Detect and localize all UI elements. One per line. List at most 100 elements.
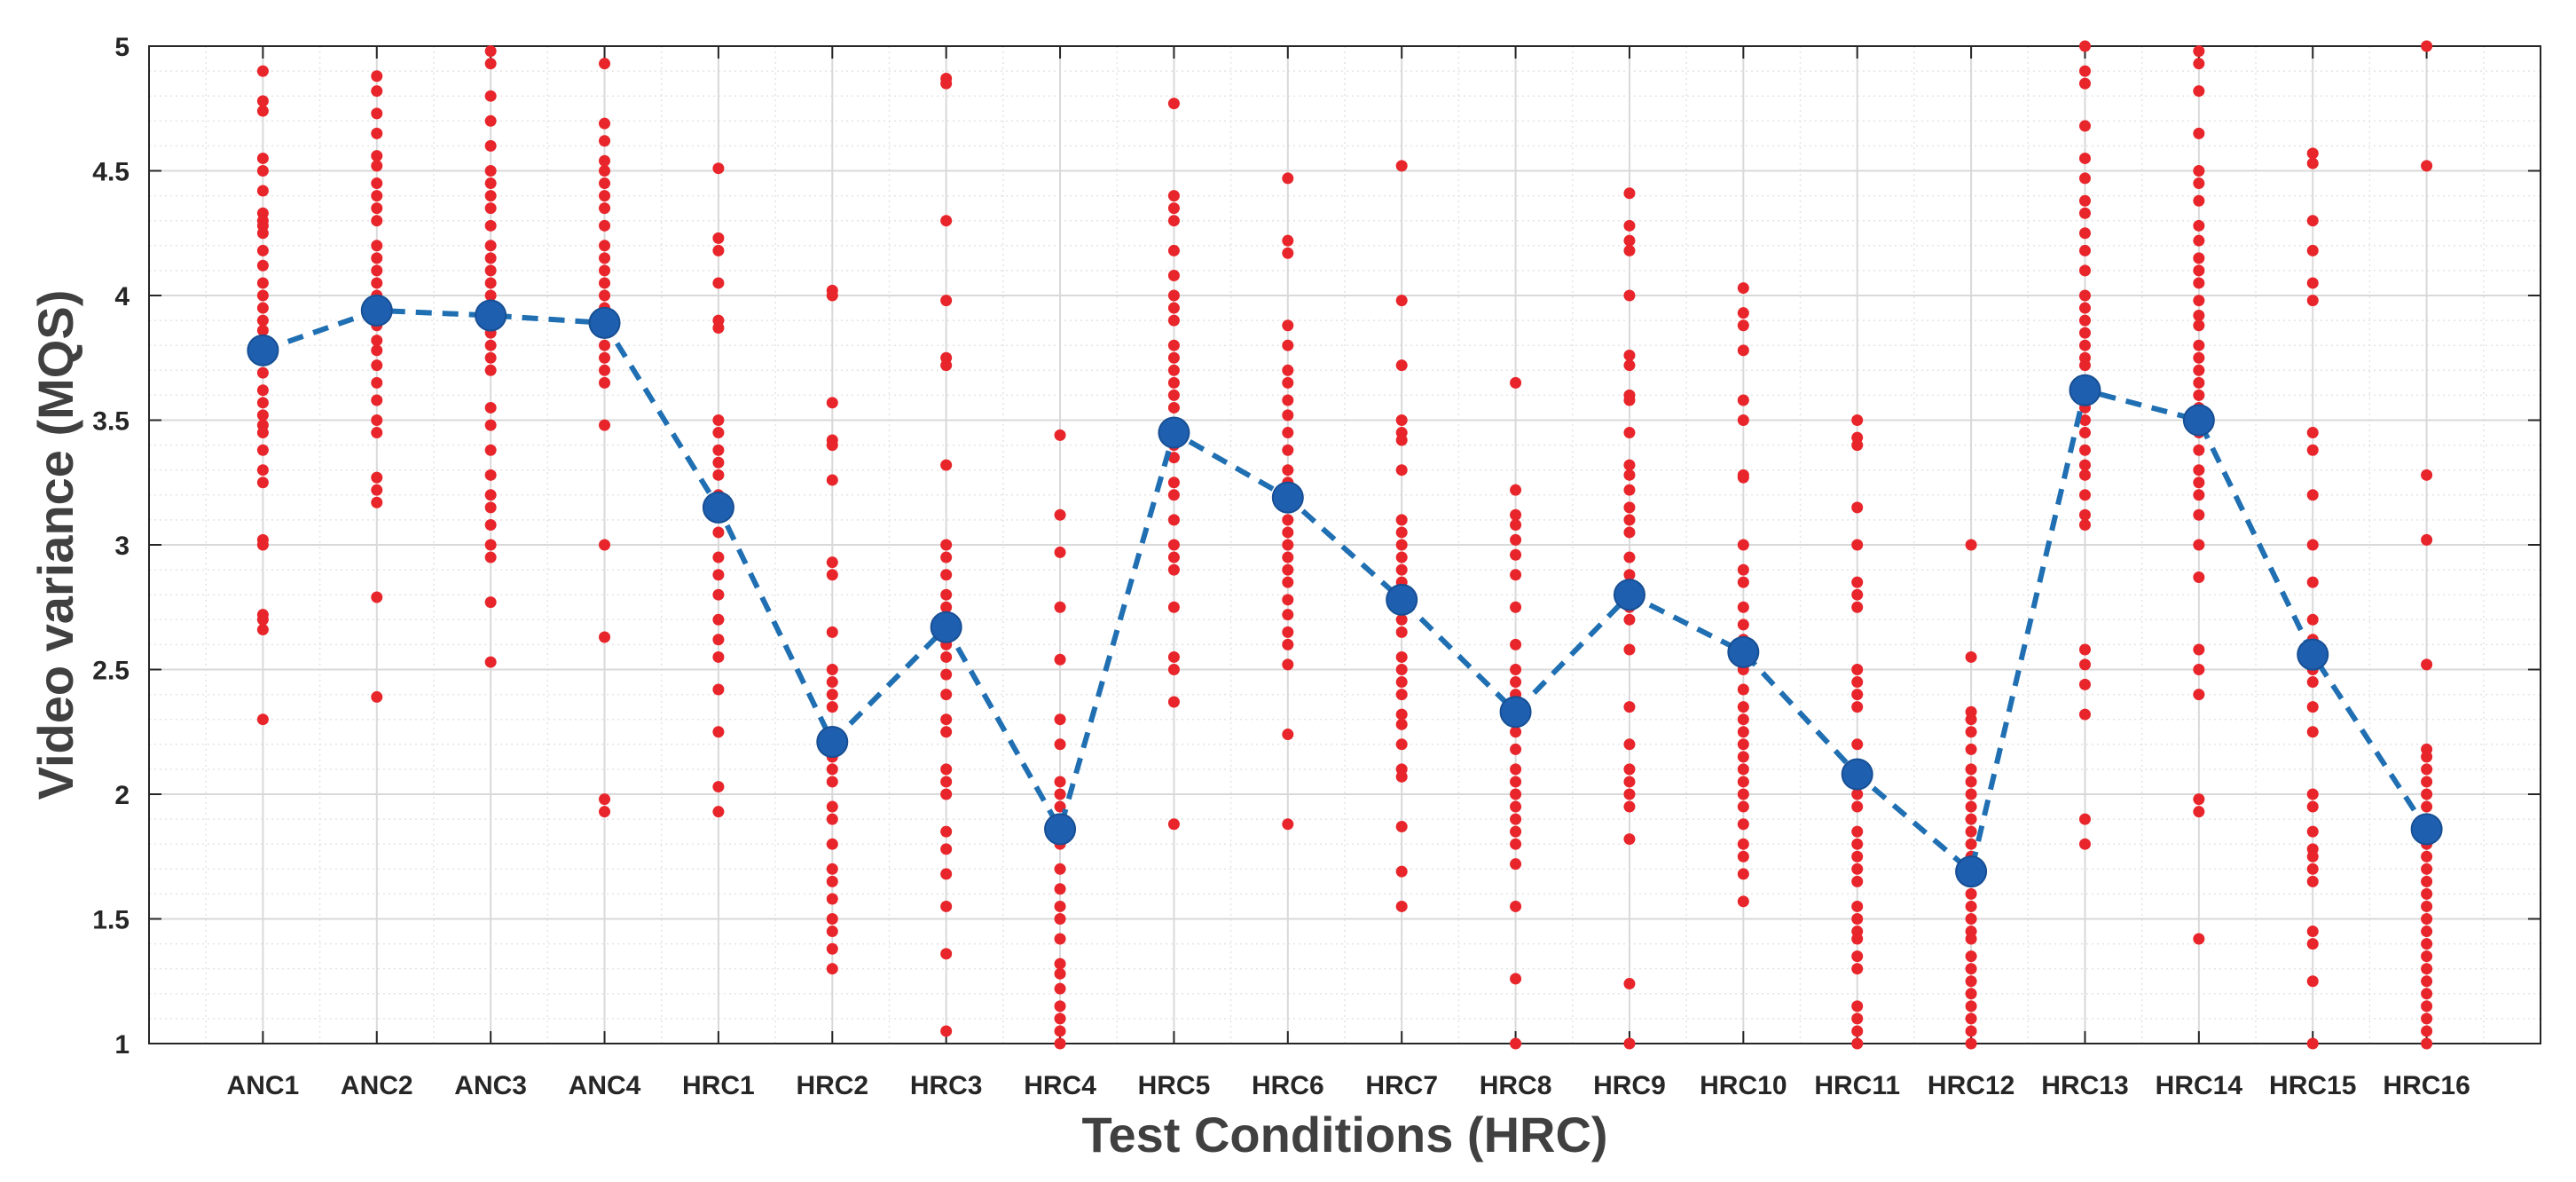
score-point xyxy=(371,150,383,162)
score-point xyxy=(1282,427,1294,439)
individual-scores xyxy=(256,40,2433,1050)
score-point xyxy=(1623,359,1636,372)
score-point xyxy=(712,444,725,456)
score-point xyxy=(484,139,497,152)
score-point xyxy=(371,264,383,277)
score-point xyxy=(1282,247,1294,259)
score-point xyxy=(1737,319,1749,332)
score-point xyxy=(2193,376,2205,389)
score-point xyxy=(2193,319,2205,332)
score-point xyxy=(1737,838,1749,850)
score-point xyxy=(1395,689,1408,701)
score-point xyxy=(2306,444,2319,456)
score-point xyxy=(2306,788,2319,800)
score-point xyxy=(1282,658,1294,671)
score-point xyxy=(256,324,269,336)
score-point xyxy=(1623,643,1636,656)
score-point xyxy=(2193,177,2205,190)
score-point xyxy=(599,539,611,551)
score-point xyxy=(1395,664,1408,675)
score-point xyxy=(2421,160,2433,172)
score-point xyxy=(2306,157,2319,169)
score-point xyxy=(940,868,953,880)
score-point xyxy=(2421,40,2433,52)
score-point xyxy=(826,963,838,975)
score-point xyxy=(256,259,269,272)
score-point xyxy=(1737,539,1749,551)
score-point xyxy=(1737,868,1749,880)
score-point xyxy=(1510,973,1522,985)
score-point xyxy=(256,227,269,240)
score-point xyxy=(940,689,953,701)
mean-marker xyxy=(702,491,734,524)
mean-marker xyxy=(475,299,507,332)
score-point xyxy=(2193,933,2205,945)
score-point xyxy=(2306,850,2319,863)
score-point xyxy=(599,264,611,277)
score-point xyxy=(1851,913,1864,925)
y-tick-label: 2.5 xyxy=(92,657,130,686)
score-point xyxy=(1623,187,1636,200)
score-point xyxy=(2078,427,2091,439)
score-point xyxy=(1167,215,1180,227)
score-point xyxy=(940,588,953,601)
score-point xyxy=(1510,825,1522,838)
score-point xyxy=(484,469,497,481)
score-point xyxy=(1623,800,1636,813)
score-point xyxy=(1851,863,1864,875)
score-point xyxy=(1510,763,1522,776)
score-point xyxy=(2193,339,2205,351)
score-point xyxy=(256,314,269,327)
score-point xyxy=(1395,563,1408,576)
score-point xyxy=(940,825,953,838)
score-point xyxy=(256,539,269,551)
score-point xyxy=(1737,895,1749,908)
score-point xyxy=(484,364,497,376)
score-point xyxy=(2078,227,2091,240)
score-point xyxy=(2421,975,2433,988)
x-tick-label: HRC4 xyxy=(1024,1071,1096,1100)
score-point xyxy=(484,277,497,289)
score-point xyxy=(2078,77,2091,90)
score-point xyxy=(2306,215,2319,227)
score-point xyxy=(2078,414,2091,426)
score-point xyxy=(940,726,953,738)
score-point xyxy=(1510,508,1522,521)
score-point xyxy=(940,900,953,912)
score-point xyxy=(826,474,838,486)
score-point xyxy=(1167,539,1180,551)
score-point xyxy=(1054,900,1066,912)
score-point xyxy=(1167,401,1180,414)
score-point xyxy=(826,800,838,813)
score-point xyxy=(1623,484,1636,496)
score-point xyxy=(371,202,383,215)
score-point xyxy=(940,788,953,800)
score-point xyxy=(940,763,953,776)
score-point xyxy=(940,948,953,960)
score-point xyxy=(712,650,725,663)
score-point xyxy=(484,539,497,551)
score-point xyxy=(1623,469,1636,481)
score-point xyxy=(940,843,953,855)
score-point xyxy=(599,135,611,147)
mean-dashed-line xyxy=(262,307,2430,877)
score-point xyxy=(826,676,838,689)
score-point xyxy=(599,177,611,190)
score-point xyxy=(484,501,497,514)
score-point xyxy=(1851,950,1864,963)
score-point xyxy=(2193,264,2205,277)
score-point xyxy=(1737,619,1749,631)
score-point xyxy=(1851,701,1864,713)
score-point xyxy=(1965,713,1977,726)
score-point xyxy=(2193,793,2205,806)
score-point xyxy=(1395,865,1408,878)
score-point xyxy=(1167,314,1180,327)
score-point xyxy=(1965,838,1977,850)
score-point xyxy=(256,105,269,117)
score-point xyxy=(484,190,497,202)
score-point xyxy=(2078,508,2091,521)
score-point xyxy=(712,232,725,244)
score-point xyxy=(2193,219,2205,232)
score-point xyxy=(2078,519,2091,532)
